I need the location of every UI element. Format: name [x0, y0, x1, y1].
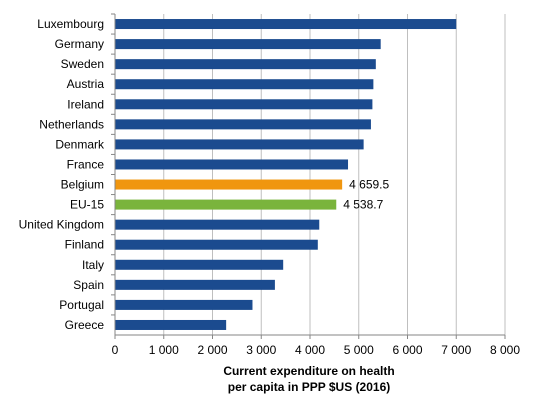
category-label-united-kingdom: United Kingdom: [19, 218, 104, 232]
data-labels: 4 659.5 4 538.7: [343, 178, 389, 212]
category-label-greece: Greece: [65, 318, 105, 332]
category-label-italy: Italy: [82, 258, 104, 272]
category-label-eu-15: EU-15: [70, 198, 104, 212]
x-tick-label-7000: 7 000: [441, 343, 471, 357]
category-label-austria: Austria: [67, 77, 105, 91]
category-label-belgium: Belgium: [61, 178, 104, 192]
bar-portugal: [115, 299, 253, 310]
bars: [115, 19, 457, 330]
x-tick-label-0: 0: [112, 343, 119, 357]
x-axis-ticks: 0 1 000 2 000 3 000 4 000 5 000 6 000 7 000 8 00…: [111, 13, 520, 357]
category-labels: Luxembourg Germany Sweden Austria Ireland Net…: [19, 17, 105, 332]
x-tick-label-5000: 5 000: [344, 343, 374, 357]
bar-italy: [115, 259, 284, 270]
category-label-portugal: Portugal: [59, 298, 104, 312]
x-tick-label-8000: 8 000: [490, 343, 520, 357]
bar-united-kingdom: [115, 219, 320, 230]
bar-finland: [115, 239, 318, 250]
bar-eu-15: [115, 199, 337, 210]
x-tick-label-2000: 2 000: [197, 343, 227, 357]
category-label-germany: Germany: [55, 37, 104, 51]
x-tick-label-3000: 3 000: [246, 343, 276, 357]
x-axis-title-line-1: Current expenditure on health: [223, 364, 394, 378]
bar-sweden: [115, 59, 376, 70]
x-tick-label-4000: 4 000: [295, 343, 325, 357]
bar-spain: [115, 279, 275, 290]
bar-luxembourg: [115, 19, 457, 30]
category-label-denmark: Denmark: [55, 137, 105, 151]
bar-ireland: [115, 99, 373, 110]
category-label-ireland: Ireland: [67, 97, 104, 111]
bar-germany: [115, 39, 381, 50]
category-label-luxembourg: Luxembourg: [37, 17, 104, 31]
bar-austria: [115, 79, 374, 90]
data-label-belgium: 4 659.5: [349, 178, 389, 192]
category-label-spain: Spain: [73, 278, 104, 292]
bar-belgium: [115, 179, 343, 190]
category-label-netherlands: Netherlands: [39, 117, 104, 131]
x-tick-label-1000: 1 000: [149, 343, 179, 357]
x-tick-label-6000: 6 000: [392, 343, 422, 357]
category-label-sweden: Sweden: [61, 57, 104, 71]
bar-france: [115, 159, 349, 170]
bar-greece: [115, 319, 227, 330]
category-label-finland: Finland: [65, 238, 104, 252]
data-label-eu-15: 4 538.7: [343, 198, 383, 212]
category-label-france: France: [67, 157, 105, 171]
bar-denmark: [115, 139, 364, 150]
x-axis-title-line-2: per capita in PPP $US (2016): [228, 380, 391, 394]
bar-netherlands: [115, 119, 371, 130]
